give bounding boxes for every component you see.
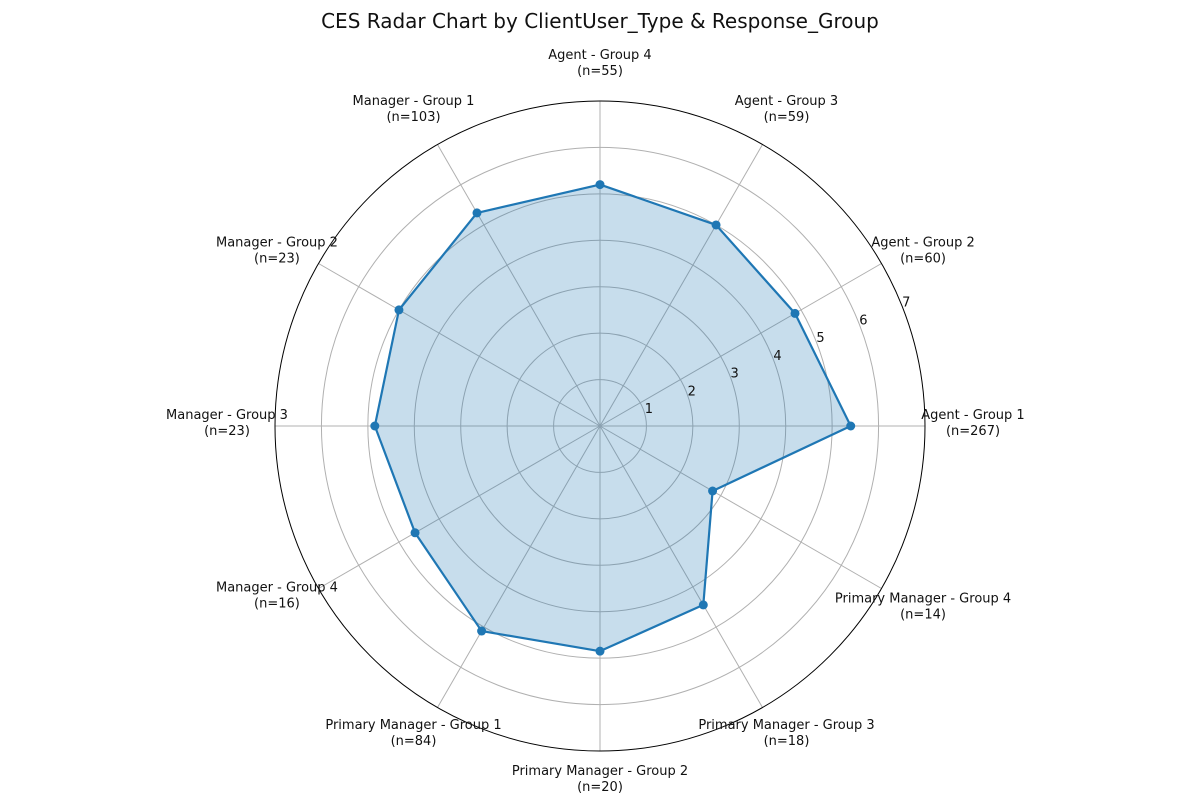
- category-label: Manager - Group 1 (n=103): [353, 94, 475, 125]
- category-label: Primary Manager - Group 4 (n=14): [835, 592, 1011, 623]
- chart-title: CES Radar Chart by ClientUser_Type & Res…: [321, 9, 879, 33]
- category-count: (n=84): [391, 734, 437, 749]
- category-count: (n=18): [764, 734, 810, 749]
- category-count: (n=23): [204, 424, 250, 439]
- radial-tick-label: 7: [902, 296, 910, 311]
- category-label: Manager - Group 3 (n=23): [166, 408, 288, 439]
- data-point: [370, 421, 380, 431]
- radial-tick-label: 1: [645, 402, 653, 417]
- category-labels: Agent - Group 1 (n=267)Agent - Group 2 (n=…: [166, 48, 1025, 795]
- grid-spoke: [437, 144, 601, 427]
- category-count: (n=14): [900, 608, 946, 623]
- series-area: [374, 184, 851, 652]
- radial-tick-labels: 1 2 3 4 5 6 7: [645, 296, 911, 418]
- category-label: Agent - Group 1 (n=267): [921, 408, 1024, 439]
- category-name: Manager - Group 1: [353, 94, 475, 109]
- category-label: Primary Manager - Group 2 (n=20): [512, 764, 688, 795]
- outer-boundary: [274, 100, 926, 752]
- grid-spoke: [599, 425, 763, 708]
- category-count: (n=60): [900, 252, 946, 267]
- radar-data: [370, 180, 856, 656]
- category-name: Agent - Group 1: [921, 408, 1024, 423]
- category-name: Primary Manager - Group 3: [698, 718, 874, 733]
- data-point: [790, 308, 800, 318]
- category-label: Agent - Group 3 (n=59): [735, 94, 838, 125]
- category-count: (n=20): [577, 780, 623, 795]
- category-count: (n=55): [577, 64, 623, 79]
- data-point: [410, 528, 420, 538]
- category-count: (n=16): [254, 597, 300, 612]
- radial-tick-label: 3: [731, 367, 739, 382]
- radial-tick-label: 6: [859, 313, 867, 328]
- category-label: Primary Manager - Group 3 (n=18): [698, 718, 874, 749]
- radar-grid: [274, 100, 926, 752]
- data-point: [846, 421, 856, 431]
- data-point: [394, 305, 404, 315]
- category-name: Agent - Group 3: [735, 94, 838, 109]
- category-label: Primary Manager - Group 1 (n=84): [325, 718, 501, 749]
- category-label: Manager - Group 2 (n=23): [216, 236, 338, 267]
- grid-spoke: [599, 144, 763, 427]
- grid-spoke: [599, 425, 882, 589]
- data-point: [711, 220, 721, 230]
- data-point: [477, 626, 487, 636]
- category-label: Manager - Group 4 (n=16): [216, 581, 338, 612]
- data-point: [708, 486, 718, 496]
- radial-tick-label: 5: [816, 331, 824, 346]
- category-name: Agent - Group 2: [871, 236, 974, 251]
- category-name: Manager - Group 3: [166, 408, 288, 423]
- data-point: [595, 180, 605, 190]
- category-name: Primary Manager - Group 1: [325, 718, 501, 733]
- radial-tick-label: 4: [773, 349, 781, 364]
- grid-spoke: [599, 263, 882, 427]
- data-point: [595, 646, 605, 656]
- data-point: [472, 208, 482, 218]
- category-name: Agent - Group 4: [548, 48, 651, 63]
- grid-spoke: [318, 425, 601, 589]
- category-count: (n=59): [764, 110, 810, 125]
- category-count: (n=23): [254, 252, 300, 267]
- category-label: Agent - Group 2 (n=60): [871, 236, 974, 267]
- grid-spoke: [318, 263, 601, 427]
- category-count: (n=103): [386, 110, 440, 125]
- data-point: [698, 600, 708, 610]
- category-name: Primary Manager - Group 2: [512, 764, 688, 779]
- grid-spoke: [437, 425, 601, 708]
- category-name: Manager - Group 4: [216, 581, 338, 596]
- category-label: Agent - Group 4 (n=55): [548, 48, 651, 79]
- category-name: Manager - Group 2: [216, 236, 338, 251]
- category-name: Primary Manager - Group 4: [835, 592, 1011, 607]
- radial-tick-label: 2: [688, 384, 696, 399]
- category-count: (n=267): [946, 424, 1000, 439]
